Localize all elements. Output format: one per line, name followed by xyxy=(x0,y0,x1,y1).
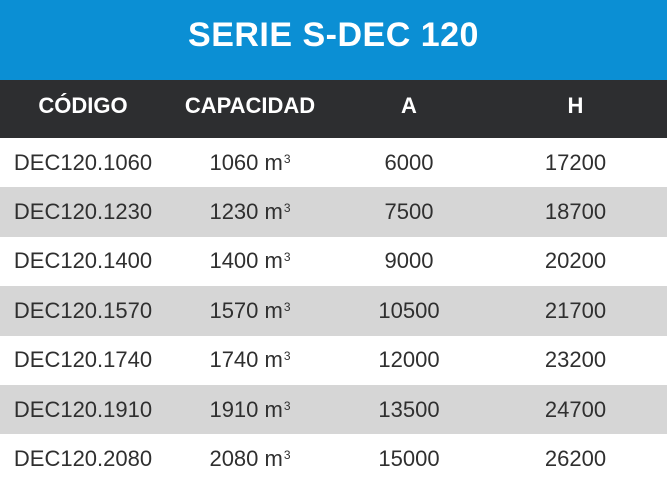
title-bar: SERIE S-DEC 120 xyxy=(0,0,667,80)
cell-a: 7500 xyxy=(384,199,434,225)
capacity-unit: m xyxy=(264,248,283,274)
capacity-unit-exp: 3 xyxy=(283,448,291,463)
cell-a: 12000 xyxy=(378,347,440,373)
capacity-value: 1400 xyxy=(209,248,259,274)
capacity-value: 1230 xyxy=(209,199,259,225)
capacity-unit-exp: 3 xyxy=(283,349,291,364)
cell-a: 9000 xyxy=(384,248,434,274)
header-h: H xyxy=(567,93,584,118)
capacity-value: 2080 xyxy=(209,446,259,472)
header-codigo: CÓDIGO xyxy=(38,93,128,118)
cell-codigo: DEC120.1740 xyxy=(13,347,153,373)
table-title: SERIE S-DEC 120 xyxy=(188,15,479,54)
cell-codigo: DEC120.1910 xyxy=(13,396,153,422)
cell-codigo: DEC120.1570 xyxy=(13,297,153,323)
capacity-value: 1060 xyxy=(209,149,259,175)
cell-codigo: DEC120.2080 xyxy=(13,446,153,472)
cell-a: 13500 xyxy=(378,396,440,422)
capacity-unit: m xyxy=(264,149,283,175)
capacity-unit: m xyxy=(264,199,283,225)
cell-h: 18700 xyxy=(544,199,607,225)
cell-a: 10500 xyxy=(378,297,440,323)
table-header: CÓDIGO CAPACIDAD A H xyxy=(0,80,667,138)
header-a: A xyxy=(401,93,417,118)
capacity-value: 1740 xyxy=(209,347,259,373)
cell-codigo: DEC120.1230 xyxy=(13,199,153,225)
cell-h: 23200 xyxy=(544,347,607,373)
header-capacidad: CAPACIDAD xyxy=(184,93,316,118)
cell-h: 21700 xyxy=(544,297,607,323)
cell-a: 15000 xyxy=(378,446,440,472)
capacity-unit-exp: 3 xyxy=(283,250,291,265)
capacity-value: 1910 xyxy=(209,396,259,422)
cell-h: 26200 xyxy=(544,446,607,472)
cell-a: 6000 xyxy=(384,149,434,175)
cell-h: 17200 xyxy=(544,149,607,175)
capacity-unit: m xyxy=(264,446,283,472)
capacity-unit-exp: 3 xyxy=(283,151,291,166)
capacity-unit-exp: 3 xyxy=(283,201,291,216)
capacity-unit: m xyxy=(264,297,283,323)
cell-h: 24700 xyxy=(544,396,607,422)
cell-h: 20200 xyxy=(544,248,607,274)
capacity-unit: m xyxy=(264,396,283,422)
cell-codigo: DEC120.1060 xyxy=(13,149,153,175)
capacity-unit: m xyxy=(264,347,283,373)
capacity-value: 1570 xyxy=(209,297,259,323)
capacity-unit-exp: 3 xyxy=(283,299,291,314)
capacity-unit-exp: 3 xyxy=(283,398,291,413)
cell-codigo: DEC120.1400 xyxy=(13,248,153,274)
